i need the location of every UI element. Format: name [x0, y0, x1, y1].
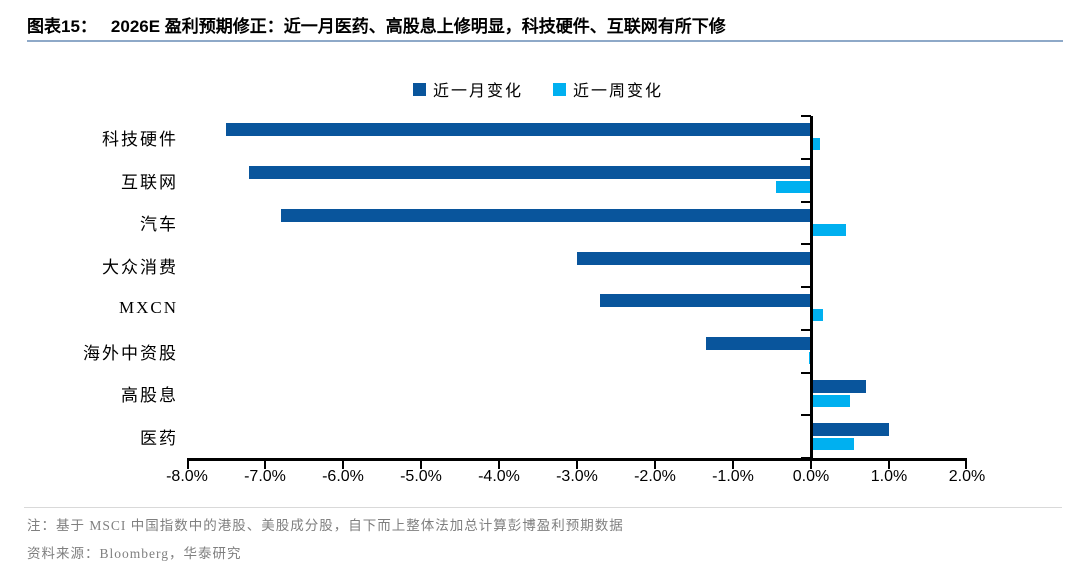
bar-week-change	[811, 394, 850, 407]
bar-month-change	[577, 251, 811, 265]
category-label: 大众消费	[102, 258, 178, 278]
x-axis-line	[187, 458, 967, 461]
figure-note: 注：基于 MSCI 中国指数中的港股、美股成分股，自下而上整体法加总计算彭博盈利…	[27, 518, 624, 533]
x-axis-tick-label: 2.0%	[948, 468, 986, 485]
x-axis-tick	[576, 461, 578, 469]
x-axis-tick	[732, 461, 734, 469]
category-label: 医药	[140, 429, 178, 449]
category-axis-tick	[801, 371, 811, 374]
x-axis-tick-label: -1.0%	[712, 468, 754, 485]
bar-week-change	[811, 223, 847, 236]
legend-label-week: 近一周变化	[573, 83, 664, 100]
category-axis-tick	[801, 328, 811, 331]
x-axis-tick	[810, 461, 812, 469]
bar-week-change	[811, 138, 821, 151]
legend-swatch-week-icon	[553, 82, 566, 96]
figure-title: 2026E 盈利预期修正：近一月医药、高股息上修明显，科技硬件、互联网有所下修	[110, 17, 726, 36]
bar-month-change	[280, 208, 811, 222]
category-label: 科技硬件	[102, 129, 178, 149]
bar-month-change	[226, 123, 811, 137]
x-axis-tick	[342, 461, 344, 469]
x-axis-tick-label: -5.0%	[400, 468, 442, 485]
legend-item-month: 近一月变化	[412, 77, 523, 101]
category-axis-tick	[801, 243, 811, 246]
x-axis-tick	[888, 461, 890, 469]
category-axis-tick	[801, 200, 811, 203]
x-axis-tick-label: 1.0%	[870, 468, 908, 485]
category-axis-tick	[801, 414, 811, 417]
x-axis-tick-label: -4.0%	[478, 468, 520, 485]
figure-header: 图表15： 2026E 盈利预期修正：近一月医药、高股息上修明显，科技硬件、互联网…	[27, 12, 1062, 37]
legend-label-month: 近一月变化	[432, 83, 523, 100]
category-axis-tick	[801, 115, 811, 117]
category-axis-tick	[801, 286, 811, 288]
plot-area: -8.0% -7.0% -6.0% -5.0% -4.0% -3.0% -2.0% -1.0%…	[166, 115, 985, 485]
x-axis-tick	[498, 461, 500, 469]
bar-week-change	[775, 181, 811, 194]
bar-month-change	[600, 294, 811, 308]
x-axis-tick-label: 0.0%	[792, 468, 830, 485]
bar-month-change	[705, 337, 811, 351]
x-axis-tick	[264, 461, 266, 469]
category-label: 海外中资股	[83, 343, 178, 363]
category-label: 高股息	[121, 386, 178, 406]
chart-legend: 近一月变化 近一周变化	[0, 77, 1076, 101]
header-underline	[27, 40, 1063, 42]
bar-chart: 科技硬件互联网汽车大众消费 MXCN 海外中资股高股息医药 -8.0% -7.0% -6…	[20, 115, 985, 485]
category-axis-tick	[801, 157, 811, 160]
x-axis-tick	[654, 461, 656, 469]
bar-week-change	[811, 309, 823, 322]
figure-label: 图表15：	[27, 17, 97, 36]
x-axis-tick-label: -8.0%	[166, 468, 208, 485]
category-label: 汽车	[140, 215, 178, 235]
legend-item-week: 近一周变化	[553, 77, 663, 101]
x-axis-tick-label: -6.0%	[322, 468, 364, 485]
x-axis-tick	[420, 461, 422, 469]
category-label: MXCN	[118, 298, 178, 318]
category-axis-tick	[801, 457, 811, 459]
x-axis-tick-label: -2.0%	[634, 468, 676, 485]
category-labels: 科技硬件互联网汽车大众消费 MXCN 海外中资股高股息医药	[20, 116, 178, 458]
x-axis-tick-label: -3.0%	[556, 468, 598, 485]
bar-week-change	[808, 352, 811, 365]
figure-source: 资料来源：Bloomberg，华泰研究	[27, 546, 242, 561]
bar-month-change	[249, 166, 811, 180]
x-axis-tick-label: -7.0%	[244, 468, 286, 485]
bar-month-change	[811, 422, 889, 436]
bar-month-change	[811, 379, 866, 393]
legend-swatch-month-icon	[412, 82, 426, 96]
bar-week-change	[811, 437, 854, 450]
category-label: 互联网	[121, 172, 178, 192]
x-axis-tick	[187, 461, 189, 469]
x-axis-tick	[965, 461, 967, 469]
zero-axis-line	[810, 116, 813, 461]
footer-divider	[24, 507, 1062, 508]
